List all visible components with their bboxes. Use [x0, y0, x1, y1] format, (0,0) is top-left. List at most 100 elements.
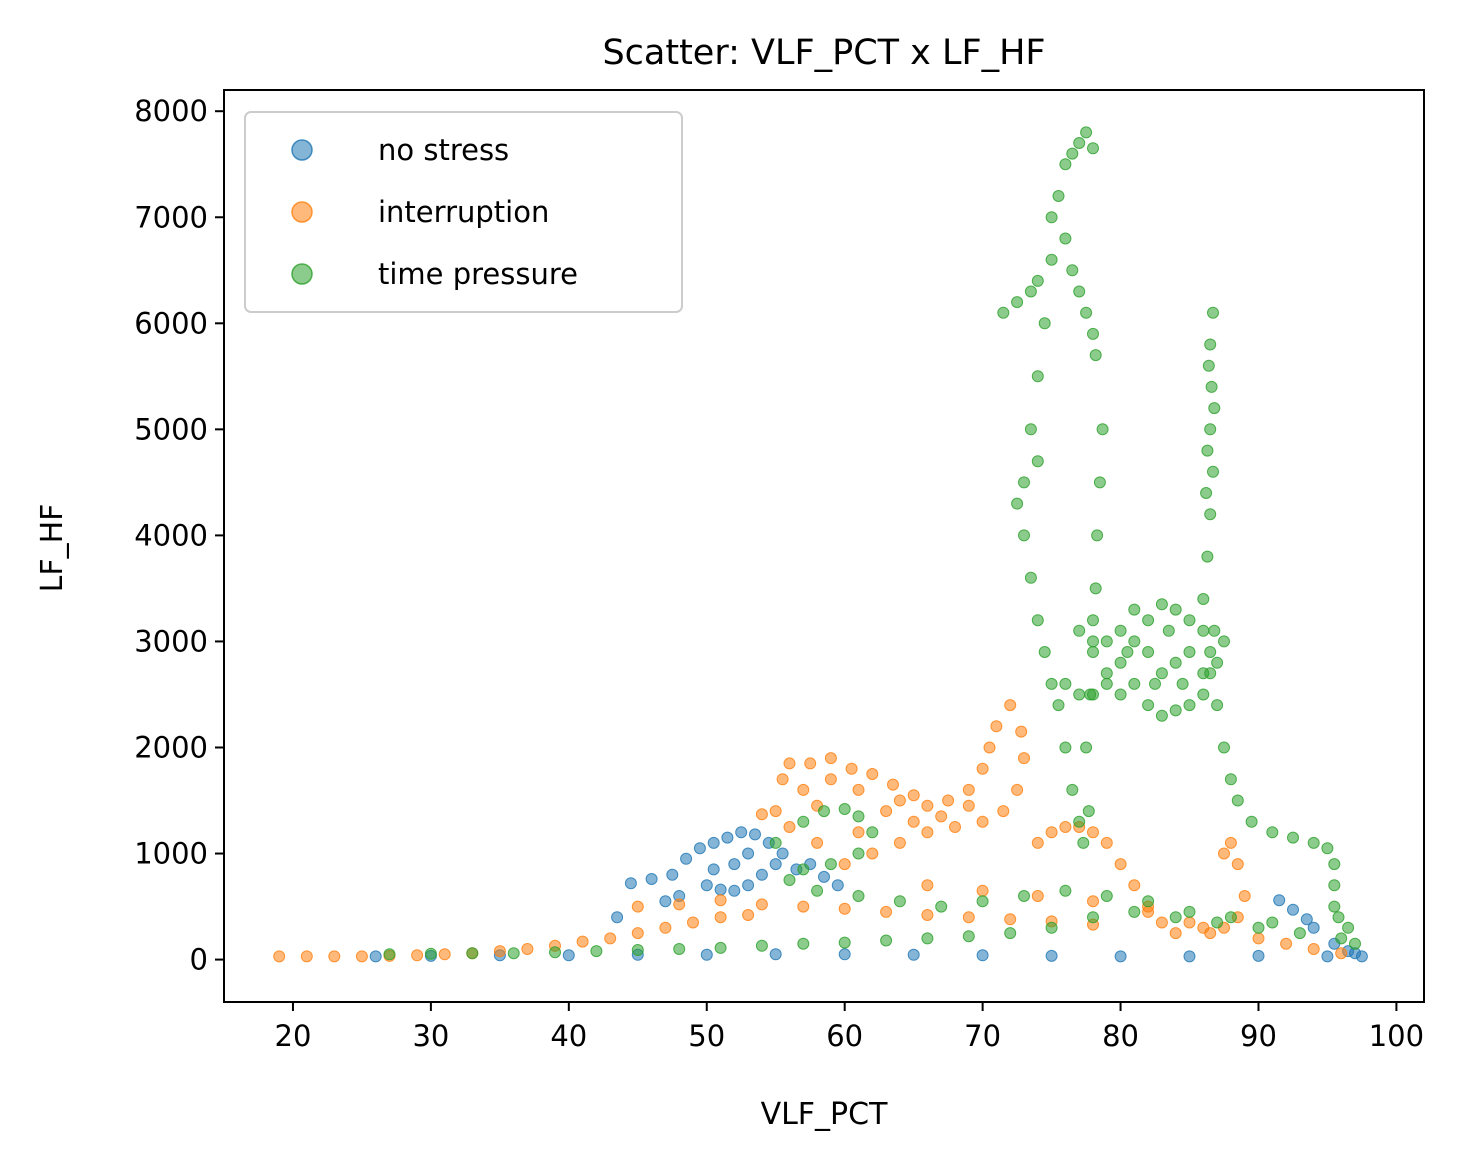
data-point — [631, 900, 644, 913]
data-point — [1066, 264, 1079, 277]
data-point — [1073, 688, 1086, 701]
data-point — [880, 934, 893, 947]
data-point — [735, 826, 748, 839]
data-point — [962, 783, 975, 796]
series-time-pressure — [383, 126, 1361, 961]
data-point — [755, 939, 768, 952]
data-point — [273, 950, 286, 963]
data-point — [1073, 137, 1086, 149]
data-point — [1204, 338, 1217, 351]
data-point — [1202, 359, 1215, 372]
data-point — [1211, 699, 1224, 712]
data-point — [1128, 635, 1141, 648]
data-point — [1287, 831, 1299, 844]
y-tick-label: 4000 — [134, 518, 208, 552]
data-point — [776, 847, 789, 860]
data-point — [728, 884, 741, 897]
data-point — [866, 768, 879, 780]
data-point — [742, 879, 755, 892]
data-point — [1045, 949, 1058, 962]
data-point — [880, 805, 893, 818]
legend-marker — [291, 139, 313, 161]
data-point — [893, 895, 906, 908]
data-point — [1018, 476, 1030, 489]
data-point — [1176, 677, 1189, 690]
points-layer — [273, 126, 1368, 963]
data-point — [721, 831, 734, 844]
data-point — [631, 927, 644, 940]
data-point — [1300, 913, 1313, 926]
data-point — [1280, 937, 1293, 950]
data-point — [1073, 624, 1086, 637]
data-point — [604, 932, 617, 945]
data-point — [1004, 927, 1017, 940]
data-point — [783, 821, 796, 833]
data-point — [673, 898, 686, 911]
data-point — [1204, 508, 1217, 521]
x-axis-label: VLF_PCT — [761, 1097, 889, 1132]
data-point — [1087, 614, 1099, 627]
data-point — [976, 815, 989, 828]
data-point — [1321, 842, 1334, 855]
data-point — [1128, 879, 1141, 892]
data-point — [755, 868, 768, 881]
legend-label: interruption — [378, 195, 549, 229]
data-point — [1100, 836, 1113, 849]
data-point — [1045, 253, 1058, 266]
x-tick-label: 50 — [688, 1019, 725, 1053]
data-point — [1205, 380, 1218, 393]
data-point — [1328, 879, 1341, 892]
data-point — [1204, 927, 1217, 940]
data-point — [935, 900, 948, 913]
data-point — [921, 799, 934, 812]
data-point — [880, 905, 893, 918]
data-point — [1018, 529, 1030, 542]
data-point — [1114, 624, 1127, 637]
data-point — [1211, 656, 1224, 669]
data-point — [962, 911, 975, 924]
data-point — [411, 949, 424, 962]
data-point — [1100, 635, 1113, 648]
plot-frame — [223, 89, 1425, 1003]
data-point — [438, 948, 451, 961]
y-axis-label: LF_HF — [35, 504, 70, 593]
data-point — [576, 935, 589, 948]
data-point — [1073, 285, 1086, 298]
y-tick-label: 1000 — [134, 837, 208, 871]
data-point — [976, 884, 989, 897]
data-point — [949, 821, 961, 833]
data-point — [921, 909, 934, 921]
data-point — [1024, 423, 1037, 436]
data-point — [1201, 550, 1214, 563]
data-point — [1066, 783, 1079, 796]
legend-label: time pressure — [378, 257, 578, 291]
data-point — [1031, 370, 1044, 383]
data-point — [1252, 932, 1265, 945]
data-point — [1218, 847, 1230, 860]
legend-label: no stress — [378, 133, 509, 167]
data-point — [1082, 805, 1095, 818]
data-point — [976, 949, 989, 962]
data-point — [1307, 921, 1320, 934]
data-point — [700, 948, 713, 961]
data-point — [1197, 624, 1210, 637]
data-point — [1087, 142, 1099, 155]
data-point — [962, 799, 975, 812]
data-point — [1287, 903, 1299, 916]
data-point — [1328, 900, 1341, 913]
data-point — [1197, 593, 1210, 605]
data-point — [383, 948, 396, 961]
data-point — [1045, 677, 1058, 690]
y-tick-label: 5000 — [134, 412, 208, 446]
data-point — [1149, 677, 1161, 690]
data-point — [1087, 895, 1099, 908]
data-point — [1231, 858, 1244, 871]
data-point — [852, 826, 865, 839]
data-point — [852, 783, 865, 796]
data-point — [797, 937, 810, 950]
data-point — [300, 950, 313, 963]
data-point — [1183, 905, 1196, 918]
data-point — [962, 930, 975, 943]
data-point — [1038, 646, 1051, 658]
